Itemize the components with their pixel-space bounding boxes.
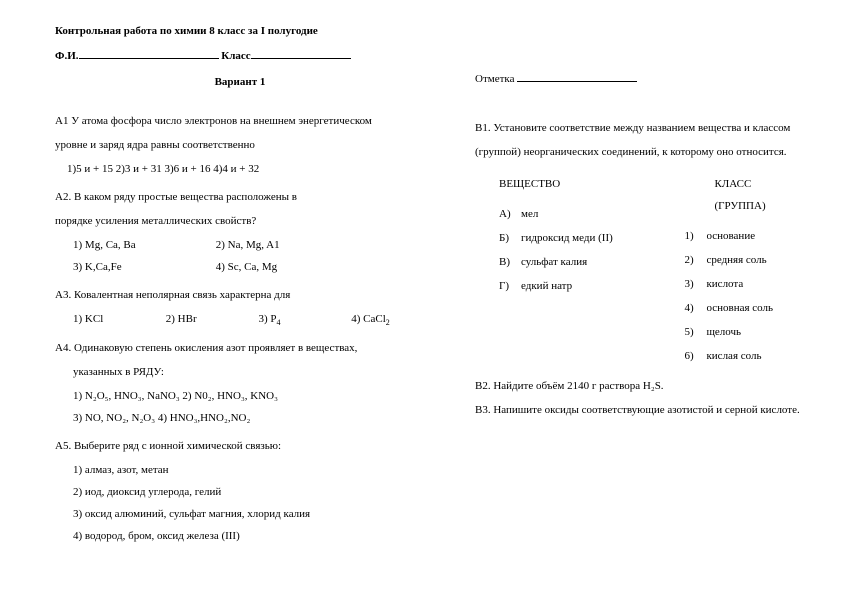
a4-line2: указанных в РЯДУ: xyxy=(55,361,425,383)
mark-label: Отметка xyxy=(475,73,514,85)
class-blank[interactable] xyxy=(251,58,351,59)
a1-line1: А1 У атома фосфора число электронов на в… xyxy=(55,110,425,132)
class-column: КЛАСС (ГРУППА) 1)основание 2)средняя сол… xyxy=(684,173,802,369)
substance-row: Г)едкий натр xyxy=(499,275,664,297)
question-a4: А4. Одинаковую степень окисления азот пр… xyxy=(55,337,425,429)
question-b1: В1. Установите соответствие между назван… xyxy=(475,117,802,369)
class-header: КЛАСС (ГРУППА) xyxy=(714,173,802,217)
mark-blank[interactable] xyxy=(517,81,637,82)
a1-options: 1)5 и + 15 2)3 и + 31 3)6 и + 16 4)4 и +… xyxy=(55,158,425,180)
a2-options-row1: 1) Mg, Ca, Ba 2) Na, Mg, A1 xyxy=(55,234,425,256)
substance-row: Б)гидроксид меди (II) xyxy=(499,227,664,249)
class-row: 5)щелочь xyxy=(684,321,802,343)
a5-opt3: 3) оксид алюминий, сульфат магния, хлори… xyxy=(55,503,425,525)
a4-line1: А4. Одинаковую степень окисления азот пр… xyxy=(55,337,425,359)
b1-line2: (группой) неорганических соединений, к к… xyxy=(475,141,802,163)
a3-opt3: 3) P4 xyxy=(259,308,349,331)
substance-row: В)сульфат калия xyxy=(499,251,664,273)
class-row: 6)кислая соль xyxy=(684,345,802,367)
a3-line1: А3. Ковалентная неполярная связь характе… xyxy=(55,284,425,306)
mark-line: Отметка xyxy=(475,70,802,89)
a3-opt2: 2) HBr xyxy=(166,308,256,330)
class-row: 1)основание xyxy=(684,225,802,247)
left-column: Контрольная работа по химии 8 класс за I… xyxy=(55,22,425,553)
a4-options-row2: 3) NO, NO₂, N₂O₃ 4) HNO₃,HNO₂,NO₂ xyxy=(55,407,425,429)
a5-opt4: 4) водород, бром, оксид железа (III) xyxy=(55,525,425,547)
a2-opt3: 3) K,Ca,Fe xyxy=(73,256,213,278)
name-label: Ф.И. xyxy=(55,50,79,62)
match-table: ВЕЩЕСТВО А)мел Б)гидроксид меди (II) В)с… xyxy=(499,173,802,369)
question-b3: В3. Напишите оксиды соответствующие азот… xyxy=(475,399,802,421)
substance-column: ВЕЩЕСТВО А)мел Б)гидроксид меди (II) В)с… xyxy=(499,173,664,369)
name-class-line: Ф.И. Класс xyxy=(55,47,425,66)
right-column: Отметка В1. Установите соответствие межд… xyxy=(475,22,802,553)
a3-opt1: 1) KCl xyxy=(73,308,163,330)
a1-line2: уровне и заряд ядра равны соответственно xyxy=(55,134,425,156)
substance-row: А)мел xyxy=(499,203,664,225)
a4-options-row1: 1) N₂O₅, HNO₃, NaNO₃ 2) N0₂, HNO₃, KNO₃ xyxy=(55,385,425,407)
a2-opt4: 4) Sc, Ca, Mg xyxy=(216,261,277,273)
a2-line1: А2. В каком ряду простые вещества распол… xyxy=(55,186,425,208)
worksheet-title: Контрольная работа по химии 8 класс за I… xyxy=(55,22,425,41)
class-row: 2)средняя соль xyxy=(684,249,802,271)
a5-opt1: 1) алмаз, азот, метан xyxy=(55,459,425,481)
class-label: Класс xyxy=(221,50,250,62)
question-a2: А2. В каком ряду простые вещества распол… xyxy=(55,186,425,278)
a2-opt2: 2) Na, Mg, A1 xyxy=(216,239,280,251)
variant-label: Вариант 1 xyxy=(55,73,425,92)
a2-line2: порядке усиления металлических свойств? xyxy=(55,210,425,232)
class-row: 4)основная соль xyxy=(684,297,802,319)
a5-opt2: 2) иод, диоксид углерода, гелий xyxy=(55,481,425,503)
a2-options-row2: 3) K,Ca,Fe 4) Sc, Ca, Mg xyxy=(55,256,425,278)
a2-opt1: 1) Mg, Ca, Ba xyxy=(73,234,213,256)
question-b2: В2. Найдите объём 2140 г раствора H₂S. xyxy=(475,375,802,397)
a3-options: 1) KCl 2) HBr 3) P4 4) CaCl2 xyxy=(55,308,425,331)
substance-header: ВЕЩЕСТВО xyxy=(499,173,664,195)
a5-line1: А5. Выберите ряд с ионной химической свя… xyxy=(55,435,425,457)
question-a5: А5. Выберите ряд с ионной химической свя… xyxy=(55,435,425,547)
question-a1: А1 У атома фосфора число электронов на в… xyxy=(55,110,425,180)
a3-opt4: 4) CaCl2 xyxy=(351,313,390,325)
b1-line1: В1. Установите соответствие между назван… xyxy=(475,117,802,139)
name-blank[interactable] xyxy=(79,58,219,59)
class-row: 3)кислота xyxy=(684,273,802,295)
question-a3: А3. Ковалентная неполярная связь характе… xyxy=(55,284,425,331)
